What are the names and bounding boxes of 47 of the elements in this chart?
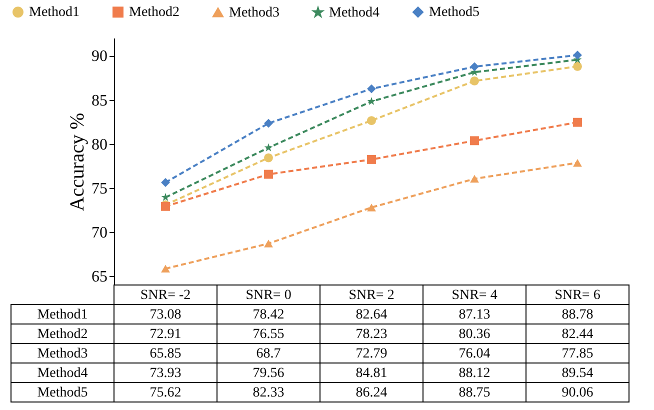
legend-label: Method1: [29, 5, 80, 20]
data-label: 88.78: [562, 307, 594, 322]
x-tick-label: SNR= 4: [452, 288, 498, 303]
data-label: 76.55: [252, 326, 284, 342]
text: Method3: [37, 346, 88, 362]
data-label: 86.24: [356, 385, 388, 400]
data-label: 84.81: [356, 366, 388, 381]
data-label: 90.06: [562, 385, 594, 400]
data-label: 82.44: [562, 326, 594, 342]
legend-label: Method4: [329, 6, 380, 20]
y-tick-label: 90: [92, 48, 108, 66]
data-label: 73.93: [150, 366, 182, 381]
data-label: 82.64: [356, 307, 388, 322]
data-label: 78.23: [356, 326, 388, 342]
x-tick-label: SNR= -2: [140, 288, 191, 303]
data-label: 82.33: [252, 385, 284, 400]
legend-label: Method2: [129, 5, 180, 20]
legend-label: Method5: [429, 5, 480, 20]
data-label: 76.04: [458, 346, 490, 362]
y-tick-label: 75: [92, 180, 108, 198]
data-label: 65.85: [150, 346, 182, 362]
data-label: 87.13: [458, 307, 490, 322]
y-axis-title: Accuracy %: [66, 112, 88, 212]
x-tick-label: SNR= 6: [554, 288, 600, 303]
text: Method2: [37, 326, 88, 342]
text: Method1: [37, 307, 88, 322]
y-tick-label: 70: [92, 224, 108, 242]
data-label: 68.7: [256, 346, 281, 362]
data-label: 88.12: [458, 366, 490, 381]
data-label: 78.42: [252, 307, 284, 322]
x-tick-label: SNR= 2: [348, 288, 394, 303]
text: Method4: [37, 366, 88, 381]
y-tick-label: 65: [92, 268, 108, 286]
x-tick-label: SNR= 0: [246, 288, 292, 303]
data-label: 73.08: [150, 307, 182, 322]
data-label: 88.75: [458, 385, 490, 400]
data-label: 89.54: [562, 366, 594, 381]
data-label: 72.91: [150, 326, 182, 342]
data-label: 80.36: [458, 326, 490, 342]
data-label: 79.56: [252, 366, 284, 381]
data-label: 72.79: [356, 346, 388, 362]
legend-label: Method3: [229, 5, 280, 20]
y-tick-label: 85: [92, 92, 108, 110]
data-label: 77.85: [562, 346, 594, 362]
y-tick-label: 80: [92, 136, 108, 154]
data-label: 75.62: [150, 385, 182, 400]
text: Method5: [37, 385, 88, 400]
